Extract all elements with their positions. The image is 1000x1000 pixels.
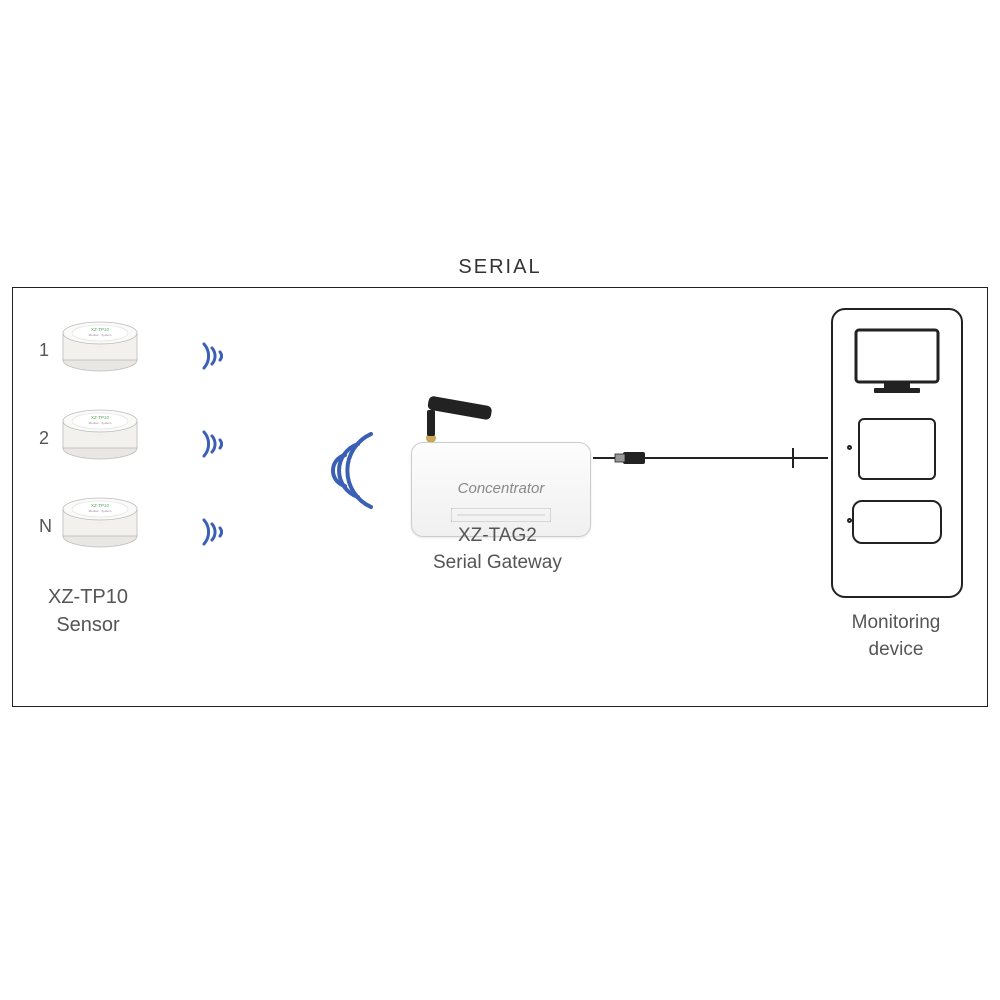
- wifi-signal-icon: [196, 424, 236, 464]
- usb-cable-icon: [593, 448, 828, 468]
- sensor-group-label: XZ-TP10 Sensor: [48, 583, 128, 639]
- monitoring-device-group: [831, 308, 963, 598]
- gateway-box-label: Concentrator: [411, 480, 591, 497]
- svg-text:XZ-TP10: XZ-TP10: [91, 327, 110, 332]
- sensor-2: 2 XZ-TP10 Monitor · System: [61, 408, 151, 473]
- wifi-receive-icon: [313, 428, 383, 513]
- sensor-number: 1: [39, 340, 49, 361]
- antenna-icon: [423, 386, 533, 446]
- tablet-button-icon: [847, 445, 852, 450]
- wifi-signal-icon: [196, 336, 236, 376]
- wifi-signal-icon: [196, 512, 236, 552]
- sensor-number: N: [39, 516, 52, 537]
- sensor-number: 2: [39, 428, 49, 449]
- diagram-title: SERIAL: [0, 256, 1000, 279]
- svg-text:Monitor · System: Monitor · System: [89, 421, 112, 425]
- gateway-slot-icon: [451, 508, 551, 522]
- sensor-n: N XZ-TP10 Monitor · System: [61, 496, 151, 561]
- svg-text:Monitor · System: Monitor · System: [89, 333, 112, 337]
- sensor-device-icon: XZ-TP10 Monitor · System: [61, 408, 139, 460]
- sensor-device-icon: XZ-TP10 Monitor · System: [61, 320, 139, 372]
- svg-text:XZ-TP10: XZ-TP10: [91, 503, 110, 508]
- monitoring-label: Monitoring device: [806, 610, 986, 663]
- svg-text:Monitor · System: Monitor · System: [89, 509, 112, 513]
- tablet-icon: [858, 418, 936, 480]
- sensor-device-icon: XZ-TP10 Monitor · System: [61, 496, 139, 548]
- monitor-icon: [854, 328, 940, 396]
- phone-icon: [852, 500, 942, 544]
- gateway-label: XZ-TAG2 Serial Gateway: [433, 523, 562, 576]
- diagram-frame: 1 XZ-TP10 Monitor · System 2 XZ-TP10 Mon…: [12, 287, 988, 707]
- svg-text:XZ-TP10: XZ-TP10: [91, 415, 110, 420]
- phone-button-icon: [847, 518, 852, 523]
- gateway-device: Concentrator: [411, 410, 591, 520]
- sensor-1: 1 XZ-TP10 Monitor · System: [61, 320, 151, 385]
